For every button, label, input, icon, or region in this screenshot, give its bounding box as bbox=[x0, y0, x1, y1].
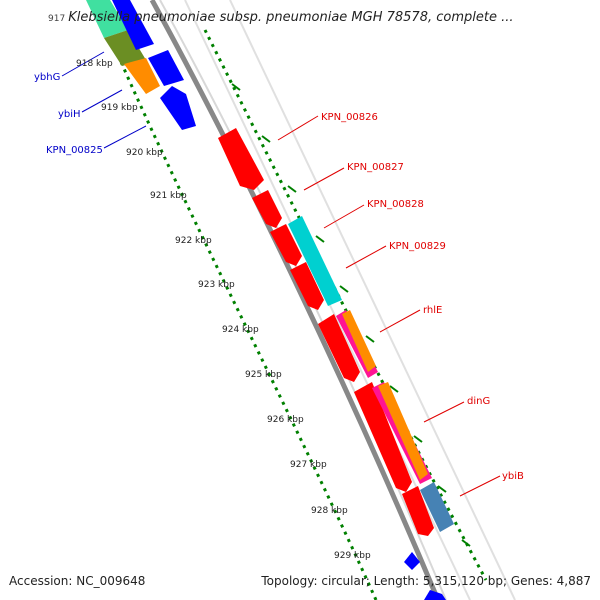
title-text: Klebsiella pneumoniae subsp. pneumoniae … bbox=[68, 10, 514, 25]
tick-label: 918 kbp bbox=[76, 59, 113, 69]
tick-label: 926 kbp bbox=[267, 415, 304, 425]
gene-block-teal-top bbox=[86, 0, 128, 38]
genome-summary-text: Topology: circular; Length: 5,315,120 bp… bbox=[261, 574, 591, 588]
gene-KPN_00825-arrow bbox=[160, 86, 196, 130]
gene-block-blue-mid bbox=[148, 50, 184, 86]
gene-KPN_00828 bbox=[270, 224, 302, 266]
block-cyan bbox=[288, 216, 342, 306]
gene-label-KPN_00827[interactable]: KPN_00827 bbox=[347, 162, 404, 173]
gene-labels-left: ybhG ybiH KPN_00825 bbox=[34, 72, 103, 156]
gene-rhlE bbox=[318, 314, 360, 382]
tick-label: 929 kbp bbox=[334, 551, 371, 561]
band-edge-right bbox=[229, 0, 516, 600]
tick-label: 927 kbp bbox=[290, 460, 327, 470]
label-leaders-left bbox=[61, 51, 147, 149]
gene-ybiH-orange bbox=[124, 58, 160, 94]
gc-skew-track-right bbox=[203, 29, 488, 581]
outer-band bbox=[185, 0, 515, 600]
gene-label-ybiB[interactable]: ybiB bbox=[502, 471, 524, 482]
gene-dinG bbox=[354, 382, 412, 492]
title-position-prefix: 917 bbox=[48, 14, 66, 24]
block-steelblue bbox=[420, 482, 454, 532]
tick-label: 921 kbp bbox=[150, 191, 187, 201]
gene-KPN_00829 bbox=[290, 262, 324, 310]
tick-label: 919 kbp bbox=[101, 103, 138, 113]
gene-ybhG-arrow bbox=[112, 0, 154, 50]
gene-label-KPN_00826[interactable]: KPN_00826 bbox=[321, 112, 378, 123]
gene-label-KPN_00829[interactable]: KPN_00829 bbox=[389, 241, 446, 252]
tick-label: 920 kbp bbox=[126, 148, 163, 158]
gene-block-olive bbox=[104, 30, 146, 66]
gc-skew-track-left bbox=[116, 54, 378, 600]
label-leaders-right bbox=[277, 115, 501, 497]
gene-labels-right: KPN_00826 KPN_00827 KPN_00828 KPN_00829 … bbox=[321, 112, 524, 482]
gene-label-KPN_00825[interactable]: KPN_00825 bbox=[46, 145, 103, 156]
accession-text: Accession: NC_009648 bbox=[9, 574, 146, 588]
position-tick-marks bbox=[231, 83, 471, 547]
gene-label-ybhG[interactable]: ybhG bbox=[34, 72, 60, 83]
tick-label: 923 kbp bbox=[198, 280, 235, 290]
gene-ybiB bbox=[402, 486, 434, 536]
block-orange-1 bbox=[342, 310, 376, 372]
map-title: 917 Klebsiella pneumoniae subsp. pneumoni… bbox=[48, 10, 514, 25]
tick-label: 925 kbp bbox=[245, 370, 282, 380]
gene-label-KPN_00828[interactable]: KPN_00828 bbox=[367, 199, 424, 210]
tick-label: 922 kbp bbox=[175, 236, 212, 246]
axis-tick-labels: 918 kbp 919 kbp 920 kbp 921 kbp 922 kbp … bbox=[76, 59, 371, 561]
tick-label: 928 kbp bbox=[311, 506, 348, 516]
tick-label: 924 kbp bbox=[222, 325, 259, 335]
gene-blue-bottom-1 bbox=[404, 552, 420, 570]
forward-genes-inner bbox=[218, 128, 434, 536]
gene-KPN_00826 bbox=[218, 128, 264, 190]
annotation-blocks-outer bbox=[288, 216, 454, 532]
chromosome-backbone bbox=[149, 0, 441, 600]
gene-label-ybiH[interactable]: ybiH bbox=[58, 109, 81, 120]
gene-blue-bottom-2 bbox=[424, 590, 446, 600]
gene-label-dinG[interactable]: dinG bbox=[467, 396, 490, 407]
gene-KPN_00827 bbox=[252, 190, 282, 228]
gene-label-rhlE[interactable]: rhlE bbox=[423, 305, 442, 316]
block-orange-2 bbox=[378, 382, 428, 480]
